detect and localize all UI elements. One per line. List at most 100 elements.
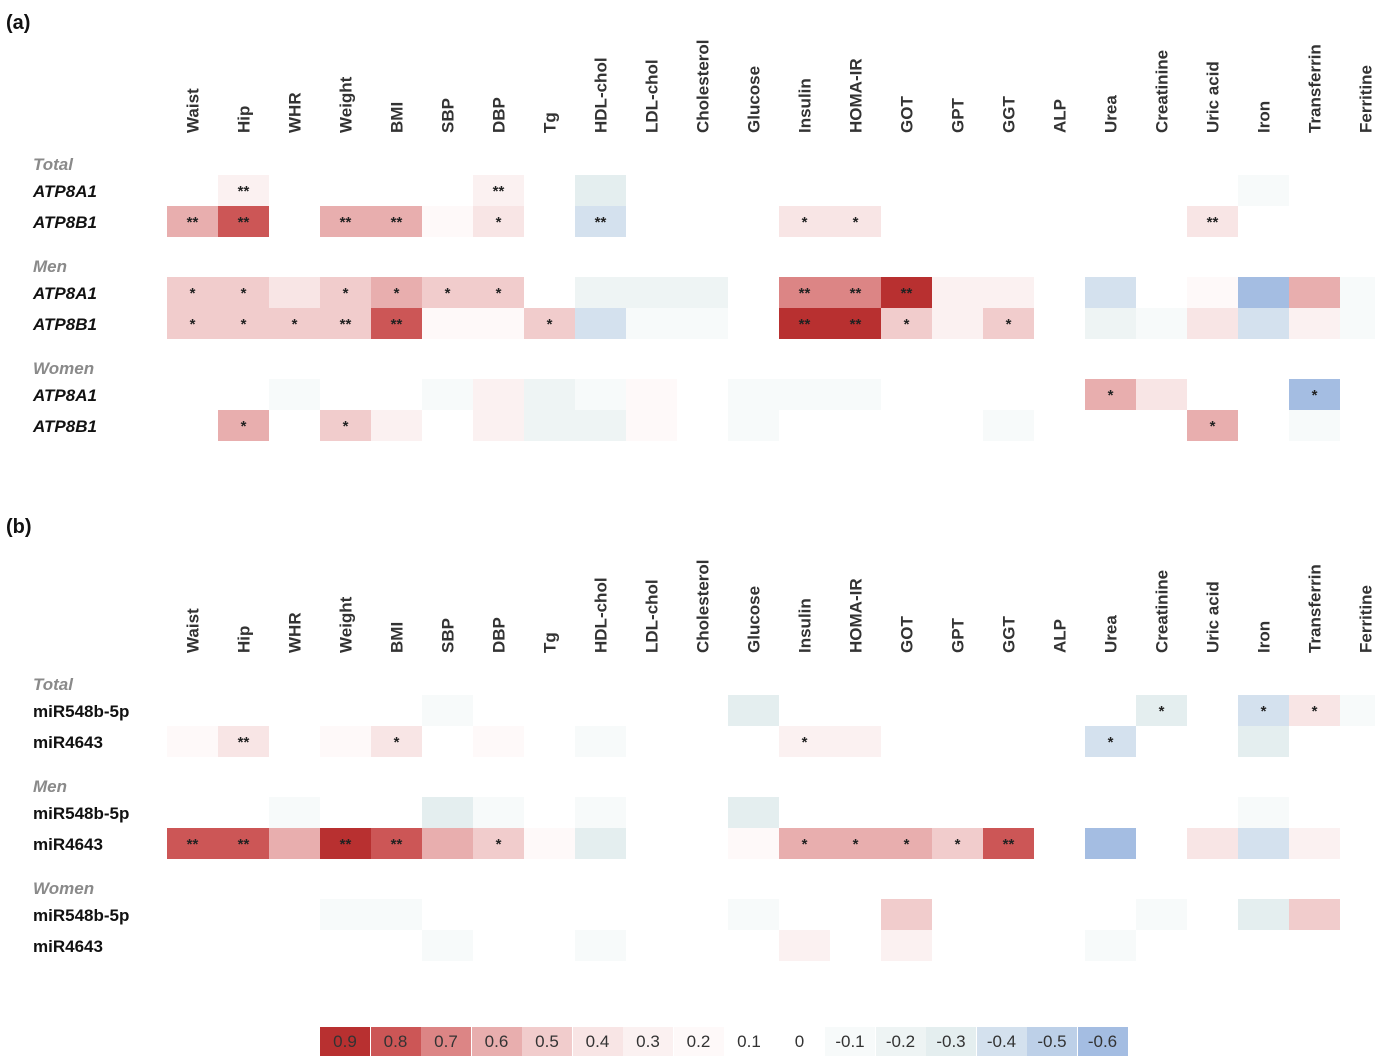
heatmap-cell [1340,695,1375,726]
heatmap-cell [983,410,1034,441]
heatmap-cell [575,930,626,961]
column-header: Cholesterol [694,39,713,133]
heatmap-cell [830,726,881,757]
column-header: HOMA-IR [847,578,866,653]
heatmap-cell [932,308,983,339]
heatmap-cell [422,206,473,237]
row-label: ATP8A1 [32,386,97,405]
heatmap-cell [1136,379,1187,410]
heatmap-cell [575,277,626,308]
row-label: miR548b-5p [33,702,129,721]
heatmap-cell [422,308,473,339]
significance-marker: ** [391,316,403,333]
group-label: Women [33,879,94,898]
legend-swatch: -0.5 [1027,1027,1077,1056]
heatmap-cell [881,930,932,961]
heatmap-cell [1289,277,1340,308]
significance-marker: ** [340,316,352,333]
significance-marker: * [904,316,910,333]
group-label: Total [33,675,74,694]
column-header: Creatinine [1153,570,1172,653]
significance-marker: * [241,285,247,302]
column-header: Glucose [745,66,764,133]
significance-marker: ** [1207,214,1219,231]
column-header: SBP [439,98,458,133]
column-header: Creatinine [1153,50,1172,133]
heatmap-cell [320,899,371,930]
heatmap-cell [422,797,473,828]
significance-marker: * [394,285,400,302]
heatmap-cell [1085,828,1136,859]
legend-swatch: -0.6 [1078,1027,1128,1056]
legend-swatch: 0.3 [623,1027,673,1056]
significance-marker: * [241,316,247,333]
significance-marker: * [1006,316,1012,333]
row-label: ATP8B1 [32,213,97,232]
legend-swatch: -0.1 [825,1027,875,1056]
heatmap-cell [932,277,983,308]
heatmap-cell [1085,308,1136,339]
significance-marker: ** [187,836,199,853]
heatmap-cell [473,797,524,828]
heatmap-cell [626,277,677,308]
significance-marker: ** [238,734,250,751]
row-label: miR4643 [33,733,103,752]
legend-swatch: 0 [775,1027,825,1056]
heatmap-cell [728,797,779,828]
legend-swatch: 0.1 [724,1027,774,1056]
heatmap-cell [575,308,626,339]
heatmap-cell [422,379,473,410]
heatmap-cell [575,797,626,828]
group-label: Women [33,359,94,378]
significance-marker: ** [340,214,352,231]
legend-swatch: 0.8 [371,1027,421,1056]
heatmap-cell [728,899,779,930]
legend-swatch: 0.4 [573,1027,623,1056]
heatmap-cell [728,695,779,726]
heatmap-cell [320,726,371,757]
heatmap-cell [1136,308,1187,339]
significance-marker: * [190,285,196,302]
heatmap-cell [269,277,320,308]
significance-marker: * [802,214,808,231]
significance-marker: * [1159,703,1165,720]
heatmap-cell [983,277,1034,308]
heatmap-cell [830,379,881,410]
column-header: Hip [235,106,254,133]
legend-swatch: 0.7 [421,1027,471,1056]
heatmap-cell [1238,797,1289,828]
heatmap-cell [779,379,830,410]
heatmap-cell [422,828,473,859]
significance-marker: ** [340,836,352,853]
heatmap-cell [626,379,677,410]
heatmap-cell [422,930,473,961]
column-header: BMI [388,622,407,653]
column-header: Glucose [745,586,764,653]
legend-swatch: -0.4 [977,1027,1027,1056]
significance-marker: * [496,285,502,302]
significance-marker: * [343,285,349,302]
significance-marker: * [1108,734,1114,751]
heatmap-cell [1187,828,1238,859]
significance-marker: ** [391,214,403,231]
heatmap-cell [881,899,932,930]
column-header: ALP [1051,619,1070,653]
column-header: GPT [949,97,968,133]
heatmap-cell [167,726,218,757]
heatmap-cell [524,828,575,859]
significance-marker: ** [595,214,607,231]
significance-marker: ** [238,183,250,200]
heatmap-cell [677,277,728,308]
heatmap-cell [728,379,779,410]
column-header: Tg [541,112,560,133]
column-header: Insulin [796,78,815,133]
column-header: DBP [490,97,509,133]
column-header: Hip [235,626,254,653]
column-header: Uric acid [1204,61,1223,133]
heatmap-cell [1340,308,1375,339]
legend-swatch: -0.2 [876,1027,926,1056]
column-header: Insulin [796,598,815,653]
heatmap-cell [1187,277,1238,308]
